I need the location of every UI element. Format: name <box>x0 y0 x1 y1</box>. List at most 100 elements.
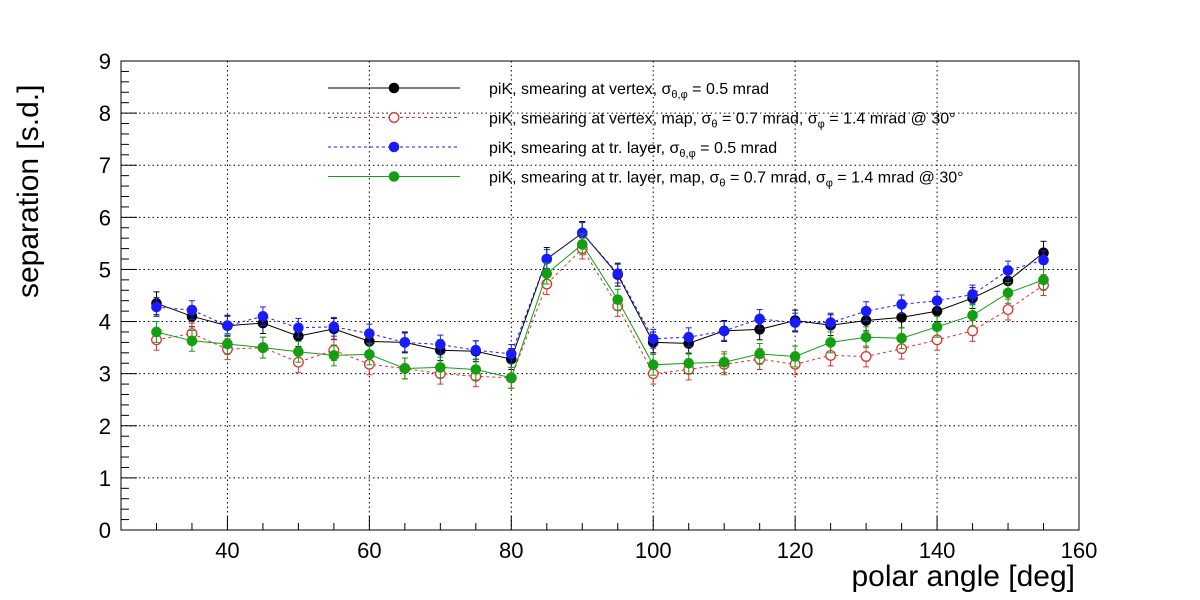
legend-text-part: σ <box>808 111 818 128</box>
data-point <box>1002 287 1014 299</box>
legend-entry: piK, smearing at vertex, σθ,φ = 0.5 mrad <box>489 81 769 101</box>
data-point <box>825 337 836 348</box>
legend-text-part: = 0.5 mrad <box>696 140 777 157</box>
data-point <box>222 338 233 350</box>
legend-text-part: = 0.7 mrad, <box>718 111 808 128</box>
y-tick-label: 2 <box>99 414 111 439</box>
data-point <box>505 372 517 384</box>
legend-text-part: piK, smearing at tr. layer, <box>489 140 670 157</box>
data-point <box>718 356 730 368</box>
data-point <box>612 268 624 279</box>
data-point <box>896 332 907 344</box>
data-point <box>754 348 765 360</box>
y-tick-label: 5 <box>99 257 111 282</box>
legend-text-part: θ <box>719 178 725 190</box>
legend-text-part: σ <box>710 170 720 187</box>
legend-marker <box>388 112 400 123</box>
x-tick-label: 40 <box>215 538 239 563</box>
y-tick-label: 6 <box>99 205 111 230</box>
data-point <box>257 311 269 322</box>
plot-frame <box>120 60 1080 531</box>
legend-text-part: piK, smearing at vertex, map, <box>489 111 702 128</box>
legend-text-part: σ <box>816 170 826 187</box>
legend-entry: piK, smearing at vertex, map, σθ = 0.7 m… <box>489 111 956 131</box>
series-line <box>156 232 1044 360</box>
legend-text-part: σ <box>670 140 680 157</box>
data-point <box>647 333 659 345</box>
series-2 <box>151 222 1049 364</box>
axes: 40 60 80 100 120 140 160 0 1 2 3 4 5 6 7 8 9 <box>99 49 1098 563</box>
legend-text-part: φ <box>818 119 825 131</box>
legend-text-part: = 1.4 mrad @ 30° <box>833 170 964 187</box>
x-tick-label: 140 <box>919 538 956 563</box>
data-point <box>505 348 517 360</box>
legend-text-part: φ <box>826 178 833 190</box>
y-tick-label: 3 <box>99 362 111 387</box>
x-tick-label: 120 <box>777 538 814 563</box>
y-tick-label: 9 <box>99 49 111 74</box>
data-point <box>1038 254 1049 266</box>
data-point <box>931 321 943 333</box>
data-point <box>718 325 730 337</box>
data-point <box>328 350 340 361</box>
series-1 <box>151 237 1049 389</box>
data-point <box>967 325 979 337</box>
data-point <box>470 364 482 375</box>
legend-text-part: θ,φ <box>679 148 695 160</box>
series-line <box>156 232 1044 355</box>
data-point <box>364 328 375 339</box>
legend-marker <box>388 82 400 94</box>
data-point <box>151 326 162 338</box>
y-tick-label: 4 <box>99 310 111 335</box>
data-point <box>931 295 943 307</box>
data-point <box>789 317 801 328</box>
legend-text-part: = 0.5 mrad <box>688 81 769 98</box>
series-line <box>156 243 1044 379</box>
y-tick-label: 0 <box>99 518 111 543</box>
data-point <box>435 362 446 373</box>
series-3 <box>151 233 1049 389</box>
x-axis-label: polar angle [deg] <box>851 560 1075 593</box>
data-point <box>612 294 624 305</box>
data-point <box>186 304 198 316</box>
legend-text-part: piK, smearing at vertex, <box>489 81 662 98</box>
data-point <box>151 301 162 313</box>
legend-text-part: = 1.4 mrad @ 30° <box>825 111 956 128</box>
x-tick-label: 80 <box>499 538 523 563</box>
data-point <box>328 321 340 333</box>
legend-marker <box>388 141 400 153</box>
data-point <box>576 239 588 250</box>
data-point <box>825 317 836 328</box>
data-point <box>399 337 411 348</box>
data-point <box>967 310 978 321</box>
data-point <box>860 331 872 343</box>
data-point <box>754 313 765 325</box>
data-point <box>896 299 907 310</box>
x-tick-label: 60 <box>357 538 381 563</box>
y-tick-label: 7 <box>99 153 111 178</box>
legend-entry: piK, smearing at tr. layer, σθ,φ = 0.5 m… <box>489 140 777 160</box>
legend-text-part: = 0.7 mrad, <box>726 170 816 187</box>
legend-entry: piK, smearing at tr. layer, map, σθ = 0.… <box>489 170 964 190</box>
legend-marker <box>388 171 400 182</box>
legend-text-part: σ <box>662 81 672 98</box>
y-tick-label: 1 <box>99 466 111 491</box>
data-point <box>541 253 553 265</box>
data-point <box>1038 274 1049 286</box>
data-point <box>364 349 375 360</box>
y-axis-label: separation [s.d.] <box>12 85 45 298</box>
series-0 <box>151 221 1049 370</box>
data-point <box>435 339 446 350</box>
data-point <box>1002 265 1014 276</box>
data-point <box>789 351 801 362</box>
data-point <box>647 359 659 371</box>
data-point <box>683 357 695 369</box>
x-tick-label: 100 <box>635 538 672 563</box>
legend-text-part: σ <box>702 111 712 128</box>
data-point <box>257 342 269 353</box>
legend-text-part: piK, smearing at tr. layer, map, <box>489 170 710 187</box>
data-point <box>222 320 233 332</box>
x-tick-label: 160 <box>1061 538 1098 563</box>
data-point <box>293 346 304 358</box>
